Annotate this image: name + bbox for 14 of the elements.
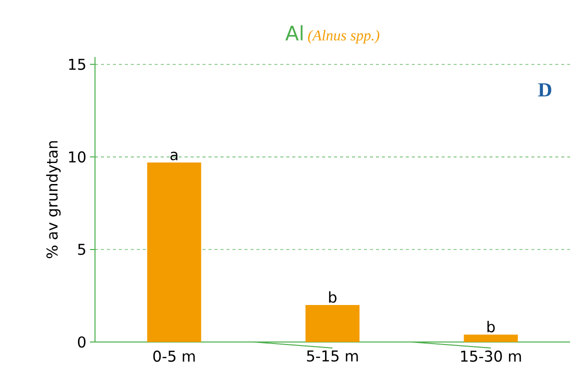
annotation: b	[329, 291, 336, 303]
y-tick-label: 10	[69, 151, 86, 163]
x-tick-label: 15-30 m	[461, 350, 521, 362]
y-tick-label: 0	[78, 336, 86, 348]
x-tick-label: 5-15 m	[307, 350, 358, 362]
chart-title: Al	[285, 25, 303, 40]
y-tick-label: 15	[69, 58, 86, 70]
y-tick-label: 5	[78, 244, 86, 256]
annotation: D	[538, 83, 552, 96]
annotation: b	[487, 320, 495, 332]
y-axis-title: % av grundytan	[46, 141, 61, 258]
x-tick-label: 0-5 m	[153, 350, 195, 362]
chart-subtitle: (Alnus spp.)	[308, 30, 380, 44]
annotation: a	[170, 152, 178, 160]
